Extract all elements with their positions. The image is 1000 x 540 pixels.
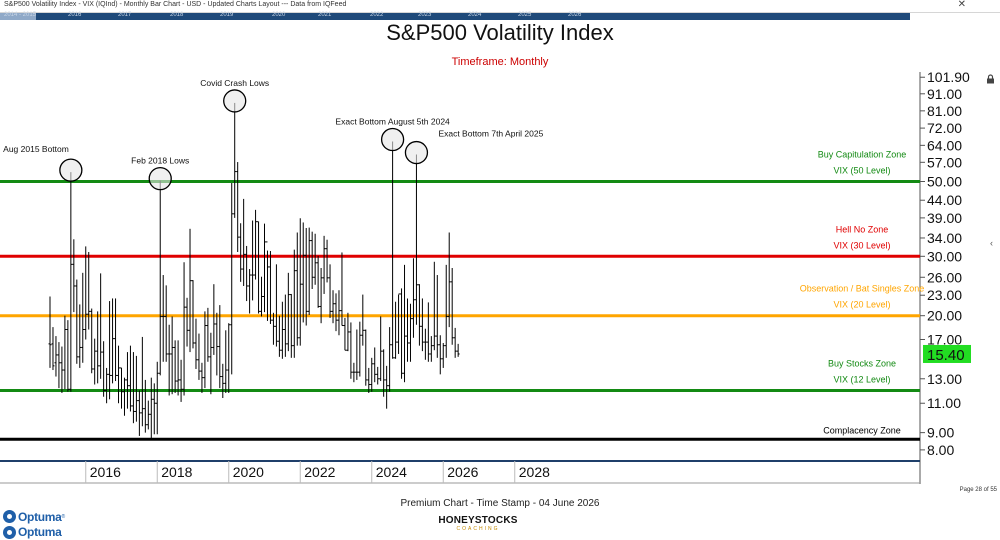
honeystocks-logo: HONEYSTOCKS COACHING xyxy=(438,515,518,532)
optuma-logo: Optuma ® xyxy=(3,509,65,524)
optuma-logo-secondary-icon xyxy=(3,525,16,539)
x-tick-label: 2016 xyxy=(90,464,121,480)
y-tick-label: 9.00 xyxy=(927,425,954,441)
y-tick-label: 50.00 xyxy=(927,174,962,190)
annotation-label: Exact Bottom 7th April 2025 xyxy=(438,129,543,139)
x-tick-label: 2024 xyxy=(376,464,407,480)
level-label: VIX (20 Level) xyxy=(833,300,890,310)
honeystocks-logo-text: HONEYSTOCKS xyxy=(438,515,518,526)
x-tick-label: 2028 xyxy=(519,464,550,480)
navigator-year-label: 2025 xyxy=(518,12,532,18)
annotation-label: Feb 2018 Lows xyxy=(131,156,189,166)
chart-subtitle: Timeframe: Monthly xyxy=(451,56,549,68)
date-navigator[interactable] xyxy=(0,13,910,20)
window-header-text: S&P500 Volatility Index - VIX (IQInd) - … xyxy=(4,1,347,8)
level-label: Observation / Bat Singles Zone xyxy=(800,284,925,294)
plot-area xyxy=(0,72,920,461)
navigator-year-label: 2018 xyxy=(170,12,184,18)
y-tick-label: 34.00 xyxy=(927,230,962,246)
level-label: Complacency Zone xyxy=(823,425,901,435)
honeystocks-logo-subtext: COACHING xyxy=(456,526,500,532)
y-tick-label: 64.00 xyxy=(927,137,962,153)
y-tick-label: 44.00 xyxy=(927,192,962,208)
optuma-logo-text: Optuma xyxy=(18,509,62,524)
x-tick-label: 2026 xyxy=(447,464,478,480)
y-tick-label: 17.00 xyxy=(927,331,962,347)
level-label: VIX (50 Level) xyxy=(833,166,890,176)
y-tick-label: 11.00 xyxy=(927,395,961,411)
y-tick-label: 101.90 xyxy=(927,69,970,85)
level-label: Buy Stocks Zone xyxy=(828,359,896,369)
x-tick-label: 2022 xyxy=(304,464,335,480)
y-tick-label: 23.00 xyxy=(927,287,962,303)
navigator-year-label: 2026 xyxy=(568,12,582,18)
navigator-year-label: 2020 xyxy=(272,12,286,18)
annotation-circle xyxy=(148,166,172,191)
x-tick-label: 2020 xyxy=(233,464,264,480)
last-price-label: 15.40 xyxy=(927,347,965,364)
level-label: Hell No Zone xyxy=(836,224,889,234)
close-icon[interactable]: ✕ xyxy=(957,0,966,10)
y-tick-label: 26.00 xyxy=(927,269,962,285)
chevron-left-icon[interactable]: ‹ xyxy=(990,238,993,248)
navigator-year-label: 2021 xyxy=(318,12,332,18)
annotation-label: Exact Bottom August 5th 2024 xyxy=(335,117,450,127)
y-tick-label: 81.00 xyxy=(927,103,962,119)
navigator-year-label: 2014 - 2015 xyxy=(4,12,37,18)
annotation-circle xyxy=(223,89,247,113)
y-tick-label: 8.00 xyxy=(927,442,954,458)
y-tick-label: 39.00 xyxy=(927,210,962,226)
annotation-label: Covid Crash Lows xyxy=(200,78,269,88)
navigator-year-label: 2024 xyxy=(468,12,482,18)
level-label: VIX (30 Level) xyxy=(833,240,890,250)
navigator-year-label: 2016 xyxy=(68,12,82,18)
y-tick-label: 72.00 xyxy=(927,120,962,136)
timestamp-text: Premium Chart - Time Stamp - 04 June 202… xyxy=(400,498,600,509)
annotation-circle xyxy=(404,140,429,165)
optuma-logo-secondary: Optuma xyxy=(3,525,62,539)
y-tick-label: 30.00 xyxy=(927,248,962,264)
navigator-year-label: 2019 xyxy=(220,12,234,18)
x-tick-label: 2018 xyxy=(161,464,192,480)
y-tick-label: 91.00 xyxy=(927,86,962,102)
annotation-label: Aug 2015 Bottom xyxy=(3,144,69,154)
level-label: Buy Capitulation Zone xyxy=(818,150,907,160)
lock-icon[interactable] xyxy=(986,74,995,84)
y-tick-label: 57.00 xyxy=(927,154,962,170)
page-number: Page 28 of 55 xyxy=(959,487,997,493)
last-price-box xyxy=(923,344,971,363)
chart-title: S&P500 Volatility Index xyxy=(386,20,614,45)
optuma-logo-secondary-text: Optuma xyxy=(18,525,62,539)
date-navigator-handle[interactable] xyxy=(0,13,36,20)
level-label: VIX (12 Level) xyxy=(833,375,890,385)
annotation-circle xyxy=(59,158,83,182)
window-header: S&P500 Volatility Index - VIX (IQInd) - … xyxy=(0,0,1000,13)
y-tick-label: 20.00 xyxy=(927,308,962,324)
annotation-circle xyxy=(380,127,405,152)
y-tick-label: 13.00 xyxy=(927,371,962,387)
navigator-year-label: 2017 xyxy=(118,12,132,18)
navigator-year-label: 2022 xyxy=(370,12,384,18)
navigator-year-label: 2023 xyxy=(418,12,432,18)
optuma-logo-icon xyxy=(3,510,16,523)
